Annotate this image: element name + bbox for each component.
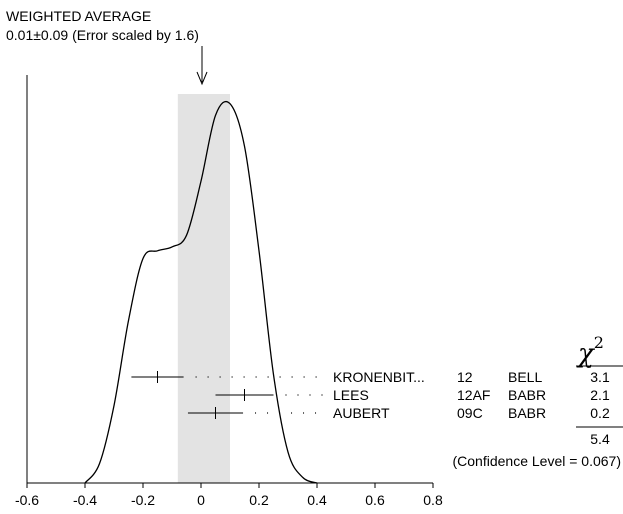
measurement-year: 09C (457, 405, 483, 421)
measurement-experiment: BABR (508, 387, 546, 403)
x-tick-label: -0.6 (15, 492, 39, 508)
weighted-average-band (177, 94, 230, 483)
measurement-chi2: 0.2 (590, 405, 610, 421)
x-tick-label: 0.8 (423, 492, 443, 508)
x-tick-label: -0.4 (73, 492, 97, 508)
chart-title: WEIGHTED AVERAGE (6, 8, 151, 24)
x-tick-label: 0.4 (307, 492, 327, 508)
x-tick-label: 0.2 (249, 492, 269, 508)
measurement-author: LEES (333, 387, 369, 403)
measurement-author: AUBERT (333, 405, 390, 421)
chi2-total: 5.4 (590, 431, 610, 447)
measurement-author: KRONENBIT... (333, 369, 425, 385)
measurement-year: 12AF (457, 387, 490, 403)
x-tick-label: 0.6 (365, 492, 385, 508)
measurement-chi2: 3.1 (590, 369, 610, 385)
measurement-chi2: 2.1 (590, 387, 610, 403)
measurement-experiment: BABR (508, 405, 546, 421)
weighted-average-arrow (196, 46, 208, 86)
chi2-header: χ2 (576, 333, 604, 369)
ideogram-curve (84, 100, 318, 484)
chart-subtitle: 0.01±0.09 (Error scaled by 1.6) (6, 27, 199, 43)
confidence-level: (Confidence Level = 0.067) (453, 453, 622, 469)
x-tick-label: 0 (197, 492, 205, 508)
measurement-year: 12 (457, 369, 473, 385)
x-tick-label: -0.2 (131, 492, 155, 508)
measurement-experiment: BELL (508, 369, 542, 385)
